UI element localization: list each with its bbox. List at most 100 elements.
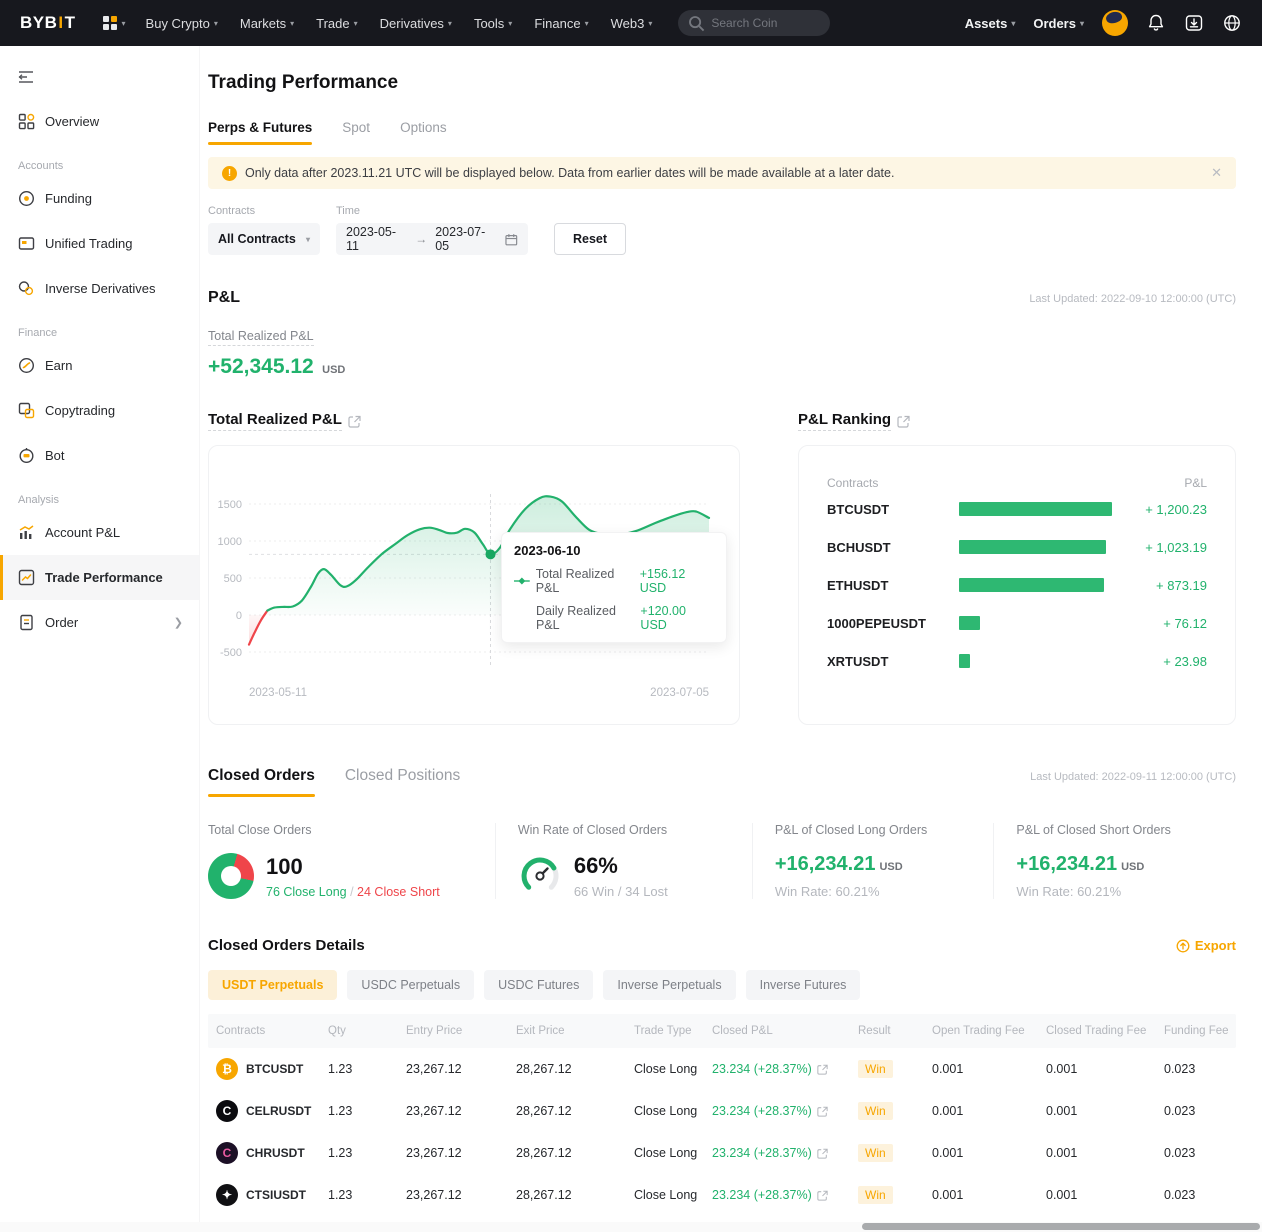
- pnl-section-header: P&L Last Updated: 2022-09-10 12:00:00 (U…: [208, 289, 1236, 307]
- nav-item-finance[interactable]: Finance ▾: [534, 15, 589, 31]
- closed-pnl-link[interactable]: 23.234 (+28.37%): [712, 1146, 828, 1160]
- user-avatar[interactable]: [1102, 10, 1128, 36]
- nav-item-derivatives[interactable]: Derivatives ▾: [379, 15, 452, 31]
- external-link-icon[interactable]: [897, 415, 910, 428]
- stat-breakdown: 76 Close Long / 24 Close Short: [266, 885, 440, 899]
- bybit-logo[interactable]: BYB I T: [20, 13, 76, 33]
- closed-orders-table: Contracts Qty Entry Price Exit Price Tra…: [208, 1014, 1236, 1216]
- closed-stats-row: Total Close Orders 100 76 Close Long / 2…: [208, 823, 1236, 899]
- sidebar-item-account-pnl[interactable]: Account P&L: [0, 510, 199, 555]
- currency-label: USD: [879, 861, 903, 873]
- stat-label: Total Close Orders: [208, 823, 312, 837]
- pill-usdc-perpetuals[interactable]: USDC Perpetuals: [347, 970, 475, 1000]
- contracts-select[interactable]: All Contracts ▾: [208, 223, 320, 255]
- reset-button[interactable]: Reset: [554, 223, 627, 255]
- pill-inverse-perpetuals[interactable]: Inverse Perpetuals: [603, 970, 736, 1000]
- tab-spot[interactable]: Spot: [342, 120, 371, 135]
- open-fee-cell: 0.001: [932, 1104, 964, 1118]
- logo-text-2: T: [64, 13, 76, 32]
- sidebar-item-label: Bot: [45, 448, 65, 463]
- nav-item-assets[interactable]: Assets ▾: [964, 15, 1016, 31]
- export-button[interactable]: Export: [1176, 938, 1236, 953]
- currency-label: USD: [322, 364, 346, 376]
- contract-symbol: CTSIUSDT: [246, 1188, 306, 1202]
- y-axis-labels: 1500 1000 500 0 -500: [218, 499, 242, 659]
- qty-cell: 1.23: [328, 1146, 353, 1160]
- tooltip-series-label: Daily Realized P&L: [536, 604, 616, 632]
- banner-text: Only data after 2023.11.21 UTC will be d…: [245, 166, 895, 180]
- win-rate-gauge-chart: [521, 857, 559, 890]
- sidebar-item-earn[interactable]: Earn: [0, 343, 199, 388]
- nav-item-trade[interactable]: Trade ▾: [316, 15, 358, 31]
- pnl-ranking-section: P&L Ranking Contracts P&L BTCUSDT + 1,20: [798, 411, 1236, 725]
- sidebar-item-inverse-derivatives[interactable]: Inverse Derivatives: [0, 266, 199, 311]
- external-link-icon[interactable]: [348, 415, 361, 428]
- sidebar-item-bot[interactable]: Bot: [0, 433, 199, 478]
- open-fee-cell: 0.001: [932, 1188, 964, 1202]
- separator: /: [346, 884, 358, 899]
- tab-closed-positions[interactable]: Closed Positions: [344, 767, 461, 784]
- ranking-contract: 1000PEPEUSDT: [827, 615, 926, 631]
- tab-closed-orders[interactable]: Closed Orders: [208, 767, 315, 797]
- funding-fee-cell: 0.023: [1164, 1188, 1196, 1202]
- pill-usdt-perpetuals[interactable]: USDT Perpetuals: [208, 970, 338, 1000]
- open-fee-cell: 0.001: [932, 1146, 964, 1160]
- search-input[interactable]: [711, 16, 822, 30]
- closed-pnl-link[interactable]: 23.234 (+28.37%): [712, 1062, 828, 1076]
- nav-item-tools[interactable]: Tools ▾: [473, 15, 513, 31]
- coin-icon: C: [216, 1100, 238, 1122]
- notifications-bell-icon[interactable]: [1146, 13, 1166, 33]
- horizontal-scrollbar-thumb[interactable]: [862, 1223, 1260, 1230]
- nav-item-markets[interactable]: Markets ▾: [239, 15, 295, 31]
- ranking-value: + 76.12: [1163, 615, 1207, 631]
- chevron-right-icon: ❯: [173, 617, 183, 629]
- closed-pnl-link[interactable]: 23.234 (+28.37%): [712, 1104, 828, 1118]
- trade-type-cell: Close Long: [634, 1104, 698, 1118]
- sidebar-item-order[interactable]: Order ❯: [0, 600, 199, 645]
- ranking-bar: [959, 654, 970, 668]
- logo-text: BYB: [20, 13, 58, 32]
- nav-item-web3[interactable]: Web3 ▾: [610, 15, 653, 31]
- realized-pnl-chart-section: Total Realized P&L: [208, 411, 740, 725]
- sidebar-collapse-button[interactable]: [0, 60, 199, 99]
- sidebar-item-trade-performance[interactable]: Trade Performance: [0, 555, 199, 600]
- closed-fee-cell: 0.001: [1046, 1188, 1078, 1202]
- col-qty: Qty: [328, 1025, 346, 1037]
- ranking-col-contracts: Contracts: [827, 476, 879, 490]
- caret-down-icon: ▾: [1079, 18, 1084, 28]
- ranking-bar: [959, 540, 1106, 554]
- highlight-dot: [485, 549, 496, 560]
- tab-perps-futures[interactable]: Perps & Futures: [208, 120, 313, 145]
- funding-icon: [18, 190, 35, 207]
- ranking-bar: [959, 616, 980, 630]
- exit-price-cell: 28,267.12: [516, 1104, 572, 1118]
- tooltip-series-value: +156.12 USD: [639, 567, 686, 595]
- language-globe-icon[interactable]: [1222, 13, 1242, 33]
- stat-value: +16,234.21: [1016, 853, 1118, 875]
- pill-usdc-futures[interactable]: USDC Futures: [484, 970, 594, 1000]
- exit-price-cell: 28,267.12: [516, 1146, 572, 1160]
- search-box[interactable]: [678, 10, 831, 36]
- time-filter: Time 2023-05-11 → 2023-07-05: [336, 205, 528, 255]
- sidebar-item-funding[interactable]: Funding: [0, 176, 199, 221]
- ranking-row: 1000PEPEUSDT + 76.12: [827, 604, 1207, 642]
- banner-close-icon[interactable]: ✕: [1211, 165, 1222, 180]
- nav-item-buy-crypto[interactable]: Buy Crypto ▾: [145, 15, 218, 31]
- ranking-row: BTCUSDT + 1,200.23: [827, 490, 1207, 528]
- sidebar-item-copytrading[interactable]: Copytrading: [0, 388, 199, 433]
- date-range-picker[interactable]: 2023-05-11 → 2023-07-05: [336, 223, 528, 255]
- col-trade-type: Trade Type: [634, 1025, 692, 1037]
- download-desktop-icon[interactable]: [1184, 13, 1204, 33]
- contracts-filter-label: Contracts: [208, 205, 256, 217]
- sidebar-item-unified-trading[interactable]: Unified Trading: [0, 221, 199, 266]
- closed-pnl-link[interactable]: 23.234 (+28.37%): [712, 1188, 828, 1202]
- nav-item-orders[interactable]: Orders ▾: [1033, 15, 1084, 31]
- qty-cell: 1.23: [328, 1188, 353, 1202]
- apps-grid-icon[interactable]: ▾: [102, 15, 126, 31]
- collapse-menu-icon: [18, 71, 33, 83]
- tab-options[interactable]: Options: [400, 120, 447, 135]
- caret-down-icon: ▾: [213, 18, 218, 28]
- pill-inverse-futures[interactable]: Inverse Futures: [745, 970, 861, 1000]
- notice-banner: ! Only data after 2023.11.21 UTC will be…: [208, 157, 1236, 189]
- sidebar-item-overview[interactable]: Overview: [0, 99, 199, 144]
